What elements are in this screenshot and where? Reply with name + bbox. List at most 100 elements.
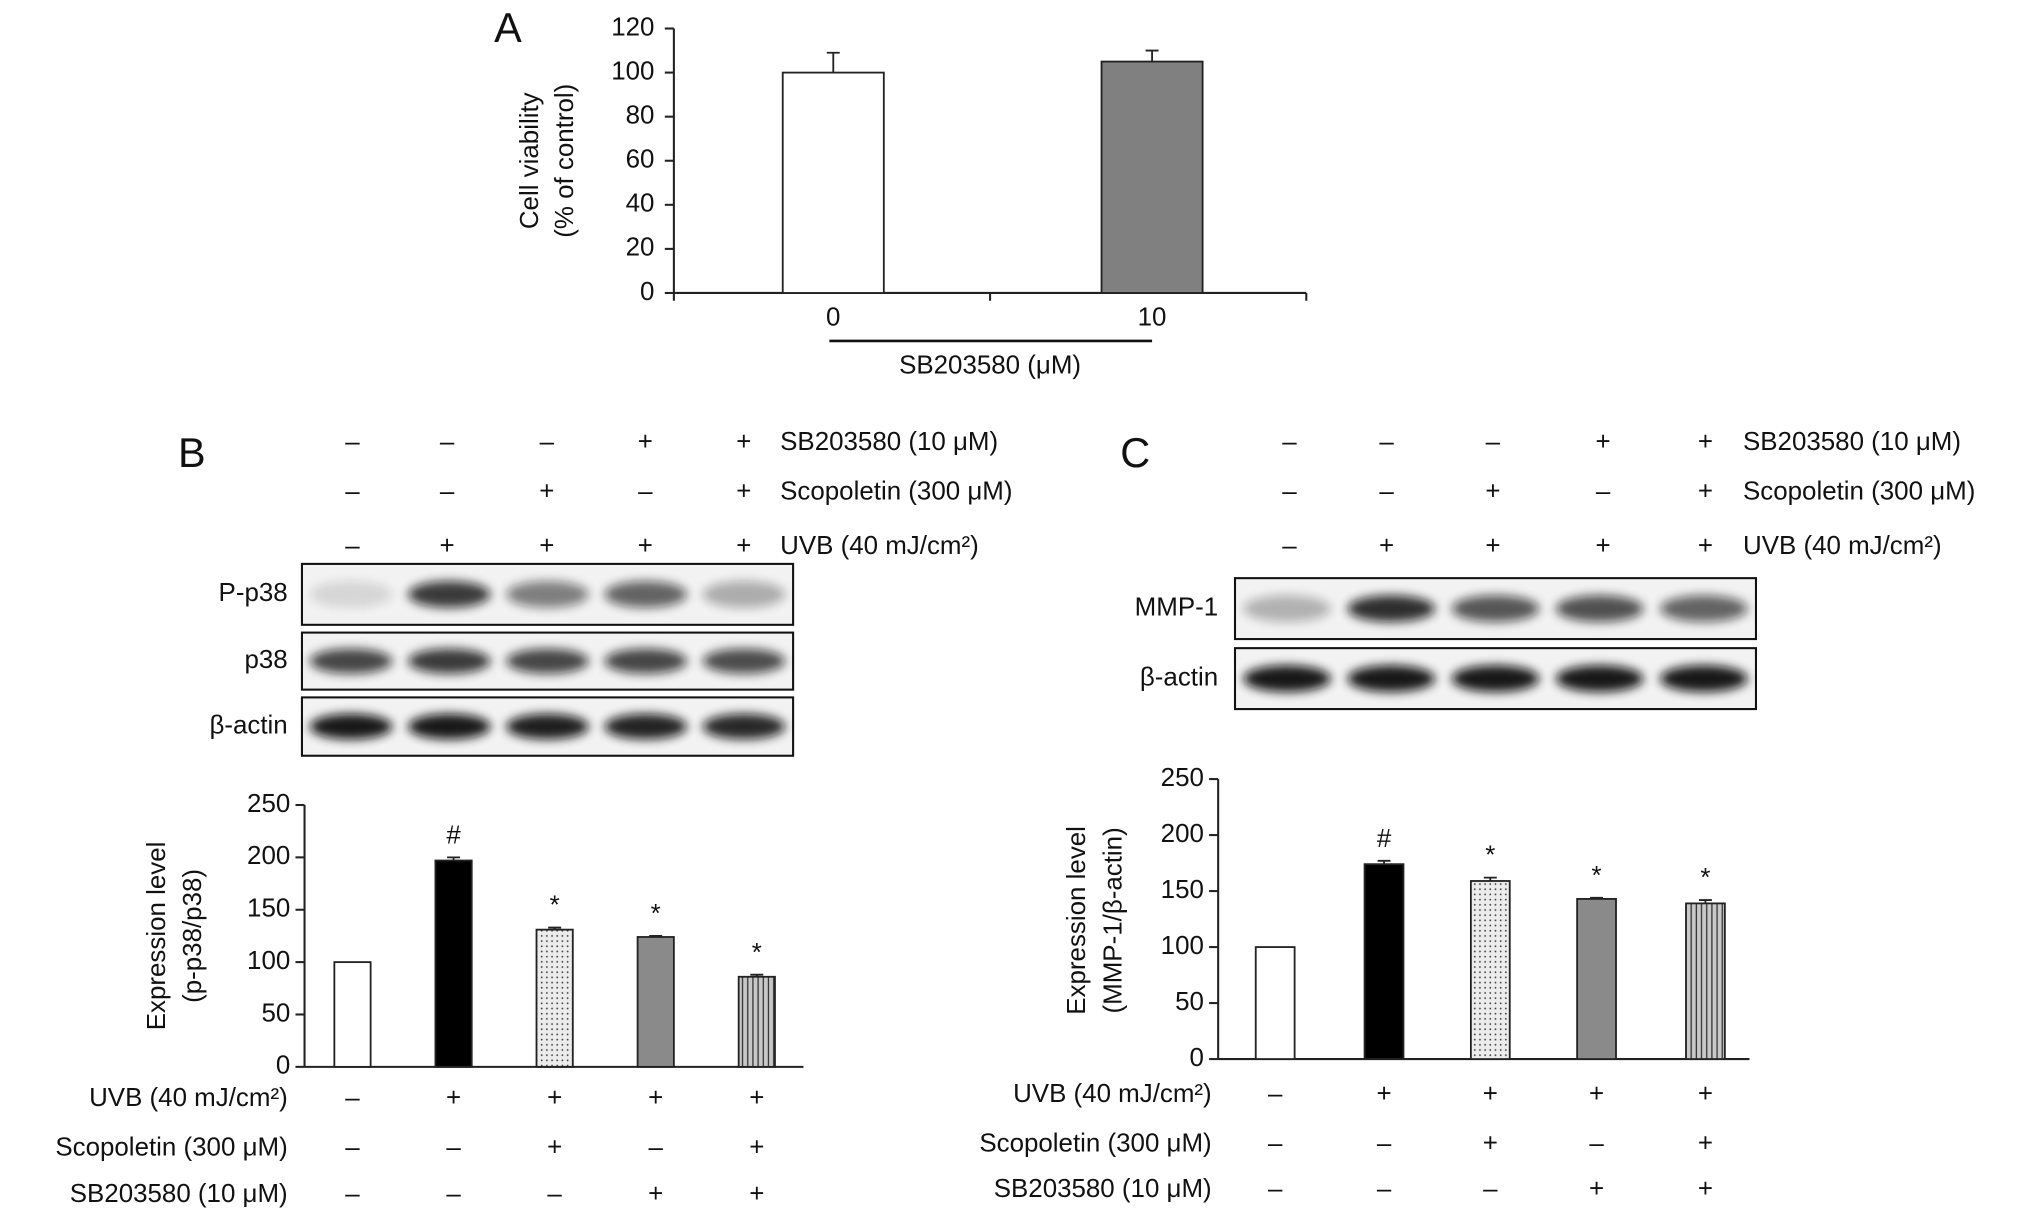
treatment-sign: +	[1595, 532, 1610, 560]
blot-band	[309, 648, 393, 674]
treatment-sign: +	[547, 1084, 562, 1112]
significance-label: *	[550, 892, 560, 920]
error-bar	[750, 973, 764, 977]
treatment-sign: +	[440, 532, 455, 560]
treatment-sign: –	[1589, 1129, 1604, 1157]
treatment-sign: –	[345, 477, 360, 505]
bar	[1685, 902, 1726, 1060]
treatment-sign: –	[540, 428, 555, 456]
y-tick-label: 150	[1161, 876, 1204, 904]
treatment-sign: –	[1282, 532, 1297, 560]
treatment-sign: –	[1379, 428, 1394, 456]
treatment-sign: +	[749, 1133, 764, 1161]
y-axis-label: (p-p38/p38)	[179, 869, 207, 1003]
treatment-sign: –	[1483, 1175, 1498, 1203]
treatment-sign: –	[345, 428, 360, 456]
panel-label: A	[494, 4, 522, 51]
treatment-sign: +	[547, 1133, 562, 1161]
treatment-sign: –	[345, 1180, 360, 1208]
blot-band	[1243, 595, 1331, 623]
blot-band	[309, 580, 393, 608]
significance-label: *	[1485, 842, 1495, 870]
error-bar	[447, 856, 461, 861]
y-tick-label: 100	[1161, 932, 1204, 960]
treatment-label: UVB (40 mJ/cm²)	[1743, 532, 1942, 560]
blot-label: MMP-1	[1135, 593, 1218, 621]
treatment-sign: +	[648, 1084, 663, 1112]
bar	[1469, 880, 1511, 1060]
error-bar	[649, 935, 663, 937]
treatment-sign: –	[345, 1133, 360, 1161]
blot-band	[506, 713, 589, 740]
blot-band	[506, 648, 589, 674]
treatment-sign: –	[440, 428, 455, 456]
treatment-label: UVB (40 mJ/cm²)	[1013, 1080, 1212, 1108]
y-tick-label: 0	[276, 1052, 290, 1080]
blot-label: β-actin	[209, 711, 287, 739]
blot-label: p38	[244, 646, 287, 674]
bar	[1363, 863, 1405, 1060]
y-tick-label: 60	[626, 146, 655, 174]
x-tick-label: 0	[826, 304, 840, 332]
y-axis-label: Cell viability	[516, 92, 544, 229]
treatment-sign: +	[638, 532, 653, 560]
significance-label: #	[1377, 825, 1392, 853]
treatment-sign: +	[1589, 1080, 1604, 1108]
y-tick-label: 250	[247, 790, 290, 818]
error-bar	[1698, 899, 1712, 904]
treatment-sign: –	[1282, 428, 1297, 456]
bar	[636, 936, 675, 1068]
blot-band	[309, 713, 393, 740]
blot-band	[1660, 665, 1748, 693]
y-tick-label: 150	[247, 895, 290, 923]
treatment-label: SB203580 (10 μM)	[780, 428, 998, 456]
treatment-sign: +	[1698, 1129, 1713, 1157]
y-tick-label: 20	[626, 234, 655, 262]
treatment-sign: –	[1377, 1129, 1392, 1157]
treatment-sign: +	[648, 1180, 663, 1208]
treatment-sign: +	[539, 532, 554, 560]
y-tick-label: 0	[1189, 1044, 1203, 1072]
treatment-sign: –	[446, 1180, 461, 1208]
treatment-sign: –	[649, 1133, 664, 1161]
y-tick-label: 200	[1161, 820, 1204, 848]
treatment-sign: +	[1698, 428, 1713, 456]
treatment-sign: +	[638, 428, 653, 456]
treatment-sign: –	[1379, 477, 1394, 505]
treatment-sign: –	[1268, 1175, 1283, 1203]
error-bar	[1483, 876, 1497, 881]
treatment-sign: –	[1377, 1175, 1392, 1203]
bar	[781, 71, 885, 294]
error-bar	[1145, 49, 1159, 62]
blot-band	[604, 648, 688, 674]
treatment-sign: +	[446, 1084, 461, 1112]
treatment-sign: +	[736, 477, 751, 505]
blot-band	[604, 580, 688, 608]
blot-band	[408, 713, 491, 740]
blot-band	[1243, 665, 1331, 693]
treatment-sign: –	[1268, 1129, 1283, 1157]
blot-band	[1451, 665, 1540, 693]
treatment-sign: –	[547, 1180, 562, 1208]
y-tick-label: 200	[247, 842, 290, 870]
treatment-sign: +	[1483, 1080, 1498, 1108]
treatment-label: SB203580 (10 μM)	[994, 1175, 1212, 1203]
treatment-sign: +	[1589, 1175, 1604, 1203]
bar	[1100, 60, 1204, 294]
treatment-sign: –	[1596, 477, 1611, 505]
x-tick-label: 10	[1138, 304, 1167, 332]
treatment-label: Scopoletin (300 μM)	[780, 477, 1012, 505]
treatment-sign: –	[638, 477, 653, 505]
blot-band	[1347, 595, 1436, 623]
treatment-sign: +	[539, 477, 554, 505]
y-axis-label: (% of control)	[551, 84, 579, 238]
significance-label: *	[752, 939, 762, 967]
significance-label: *	[651, 900, 661, 928]
error-bar	[1377, 859, 1391, 865]
treatment-label: UVB (40 mJ/cm²)	[780, 532, 979, 560]
blot-label: β-actin	[1140, 663, 1218, 691]
treatment-sign: +	[1376, 1080, 1391, 1108]
x-axis-label: SB203580 (μM)	[899, 352, 1081, 380]
treatment-label: UVB (40 mJ/cm²)	[89, 1084, 288, 1112]
